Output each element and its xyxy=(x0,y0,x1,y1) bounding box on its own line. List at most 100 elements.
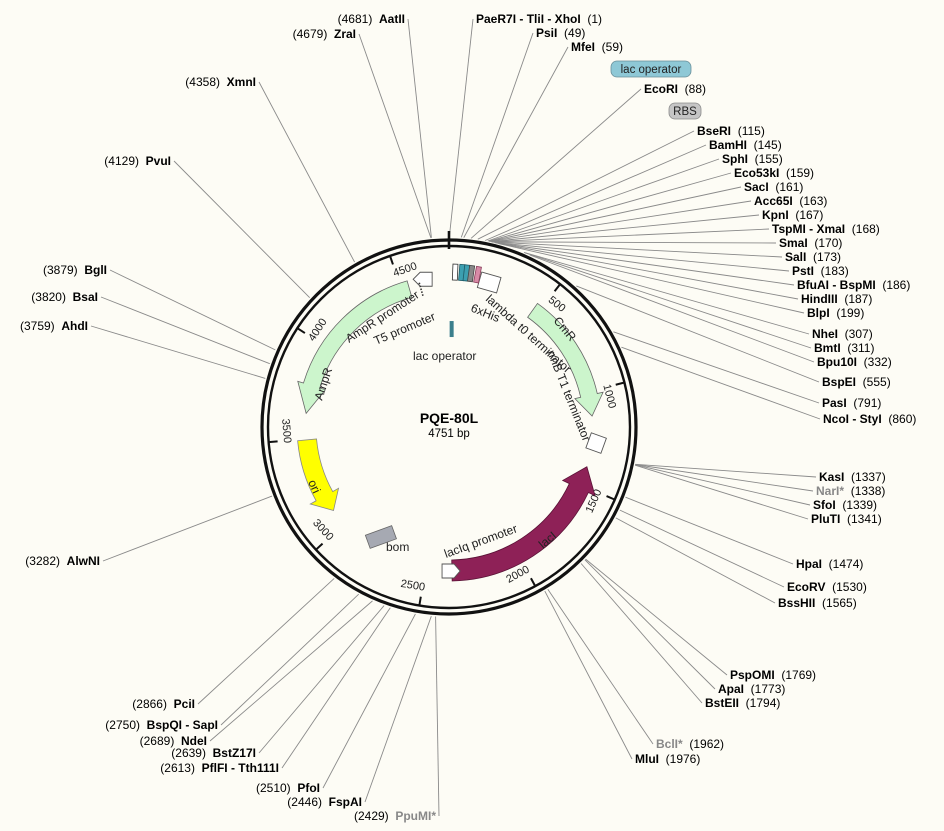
rbs-glyph[interactable] xyxy=(466,264,476,283)
site-nhei[interactable]: NheI (307) xyxy=(812,327,873,341)
site-ahdi[interactable]: (3759) AhdI xyxy=(20,319,88,333)
site-nari[interactable]: NarI* (1338) xyxy=(816,484,885,498)
leader-line xyxy=(495,242,799,300)
laci-arrow[interactable] xyxy=(451,466,596,582)
site-bspqi-sapi[interactable]: (2750) BspQI - SapI xyxy=(105,718,218,732)
site-ecorv[interactable]: EcoRV (1530) xyxy=(787,580,867,594)
site-bgli[interactable]: (3879) BglI xyxy=(43,263,107,277)
site-bseri[interactable]: BseRI (115) xyxy=(697,124,765,138)
tick-mark xyxy=(530,577,537,587)
site-bspei[interactable]: BspEI (555) xyxy=(822,375,891,389)
site-bstz17i[interactable]: (2639) BstZ17I xyxy=(171,746,256,760)
site-saci[interactable]: SacI (161) xyxy=(744,180,803,194)
site-name: MfeI xyxy=(571,40,598,54)
ampr-promoter-arrow[interactable] xyxy=(412,271,433,287)
t5-promoter-glyph[interactable] xyxy=(451,263,459,281)
site-sfoi[interactable]: SfoI (1339) xyxy=(813,498,877,512)
leader-line xyxy=(585,558,728,676)
site-position: (1794) xyxy=(742,696,780,710)
site-name: Acc65I xyxy=(754,194,796,208)
site-paer7i-tlii-xhoi[interactable]: PaeR7I - TliI - XhoI (1) xyxy=(476,12,602,26)
site-pluti[interactable]: PluTI (1341) xyxy=(811,512,882,526)
leader-line xyxy=(523,251,810,335)
site-pfoi[interactable]: (2510) PfoI xyxy=(256,781,320,795)
site-psii[interactable]: PsiI (49) xyxy=(536,26,585,40)
site-pspomi[interactable]: PspOMI (1769) xyxy=(730,668,816,682)
site-kpni[interactable]: KpnI (167) xyxy=(762,208,823,222)
site-pvui[interactable]: (4129) PvuI xyxy=(104,154,171,168)
site-name: XmnI xyxy=(227,75,256,89)
site-bcli[interactable]: BclI* (1962) xyxy=(656,737,724,751)
site-label: NheI (307) xyxy=(812,327,873,341)
site-bsai[interactable]: (3820) BsaI xyxy=(31,290,98,304)
site-pflfi-tth111i[interactable]: (2613) PflFI - Tth111I xyxy=(160,761,279,775)
site-bsshii[interactable]: BssHII (1565) xyxy=(778,596,857,610)
site-label: (2866) PciI xyxy=(132,697,195,711)
site-label: SacI (161) xyxy=(744,180,803,194)
feature-layer xyxy=(297,263,607,582)
leader-line xyxy=(498,243,805,314)
site-label: BmtI (311) xyxy=(814,341,874,355)
site-pasi[interactable]: PasI (791) xyxy=(822,396,881,410)
site-apai[interactable]: ApaI (1773) xyxy=(718,682,785,696)
laciq-promoter-arrow[interactable] xyxy=(441,563,461,579)
site-position: (3759) xyxy=(20,319,61,333)
site-ppumi[interactable]: (2429) PpuMI* xyxy=(354,809,436,823)
site-position: (187) xyxy=(841,292,872,306)
site-xmni[interactable]: (4358) XmnI xyxy=(185,75,256,89)
site-position: (1341) xyxy=(844,512,882,526)
site-label: MfeI (59) xyxy=(571,40,623,54)
site-label: Acc65I (163) xyxy=(754,194,827,208)
his-glyph[interactable] xyxy=(473,265,482,284)
site-hpai[interactable]: HpaI (1474) xyxy=(796,557,863,571)
leader-line xyxy=(407,18,432,238)
site-name: ZraI xyxy=(334,27,356,41)
site-blpi[interactable]: BlpI (199) xyxy=(807,306,864,320)
site-position: (199) xyxy=(833,306,864,320)
tick-mark xyxy=(553,283,561,292)
site-pcii[interactable]: (2866) PciI xyxy=(132,697,195,711)
site-kasi[interactable]: KasI (1337) xyxy=(819,470,886,484)
site-bamhi[interactable]: BamHI (145) xyxy=(709,138,782,152)
site-hindiii[interactable]: HindIII (187) xyxy=(801,292,872,306)
site-name: PflFI - Tth111I xyxy=(202,761,279,775)
site-psti[interactable]: PstI (183) xyxy=(792,264,849,278)
site-name: AlwNI xyxy=(67,554,100,568)
lac-operator-pill[interactable]: lac operator xyxy=(610,60,692,78)
cmr-arrow[interactable] xyxy=(527,302,604,417)
rrnb-t1-box[interactable] xyxy=(585,432,607,454)
site-label: BclI* (1962) xyxy=(656,737,724,751)
lambda-t0-box[interactable] xyxy=(476,271,502,294)
site-zrai[interactable]: (4679) ZraI xyxy=(293,27,356,41)
site-name: NcoI - StyI xyxy=(823,412,885,426)
site-label: NarI* (1338) xyxy=(816,484,885,498)
site-tspmi-xmai[interactable]: TspMI - XmaI (168) xyxy=(772,222,880,236)
site-name: TspMI - XmaI xyxy=(772,222,848,236)
site-label: (3759) AhdI xyxy=(20,319,88,333)
site-alwni[interactable]: (3282) AlwNI xyxy=(25,554,100,568)
site-smai[interactable]: SmaI (170) xyxy=(779,236,842,250)
site-name: PsiI xyxy=(536,26,561,40)
ampr-arrow[interactable] xyxy=(297,280,413,415)
site-bpu10i[interactable]: Bpu10I (332) xyxy=(817,355,892,369)
site-ecori[interactable]: EcoRI (88) xyxy=(644,82,706,96)
site-bsteii[interactable]: BstEII (1794) xyxy=(705,696,780,710)
site-acc65i[interactable]: Acc65I (163) xyxy=(754,194,827,208)
site-sphi[interactable]: SphI (155) xyxy=(722,152,783,166)
site-bfuai-bspmi[interactable]: BfuAI - BspMI (186) xyxy=(797,278,910,292)
site-mfei[interactable]: MfeI (59) xyxy=(571,40,623,54)
site-mlui[interactable]: MluI (1976) xyxy=(635,752,700,766)
ori-arrow[interactable] xyxy=(297,438,340,511)
leader-line xyxy=(615,517,776,604)
site-bmti[interactable]: BmtI (311) xyxy=(814,341,874,355)
site-aatii[interactable]: (4681) AatII xyxy=(338,12,405,26)
site-position: (167) xyxy=(792,208,823,222)
site-ncoi-styi[interactable]: NcoI - StyI (860) xyxy=(823,412,916,426)
site-position: (311) xyxy=(844,341,874,355)
site-fspai[interactable]: (2446) FspAI xyxy=(287,795,362,809)
site-ndei[interactable]: (2689) NdeI xyxy=(140,734,207,748)
rbs-pill[interactable]: RBS xyxy=(668,102,702,120)
site-sali[interactable]: SalI (173) xyxy=(785,250,841,264)
site-eco53ki[interactable]: Eco53kI (159) xyxy=(734,166,814,180)
bom-box[interactable] xyxy=(364,525,397,549)
